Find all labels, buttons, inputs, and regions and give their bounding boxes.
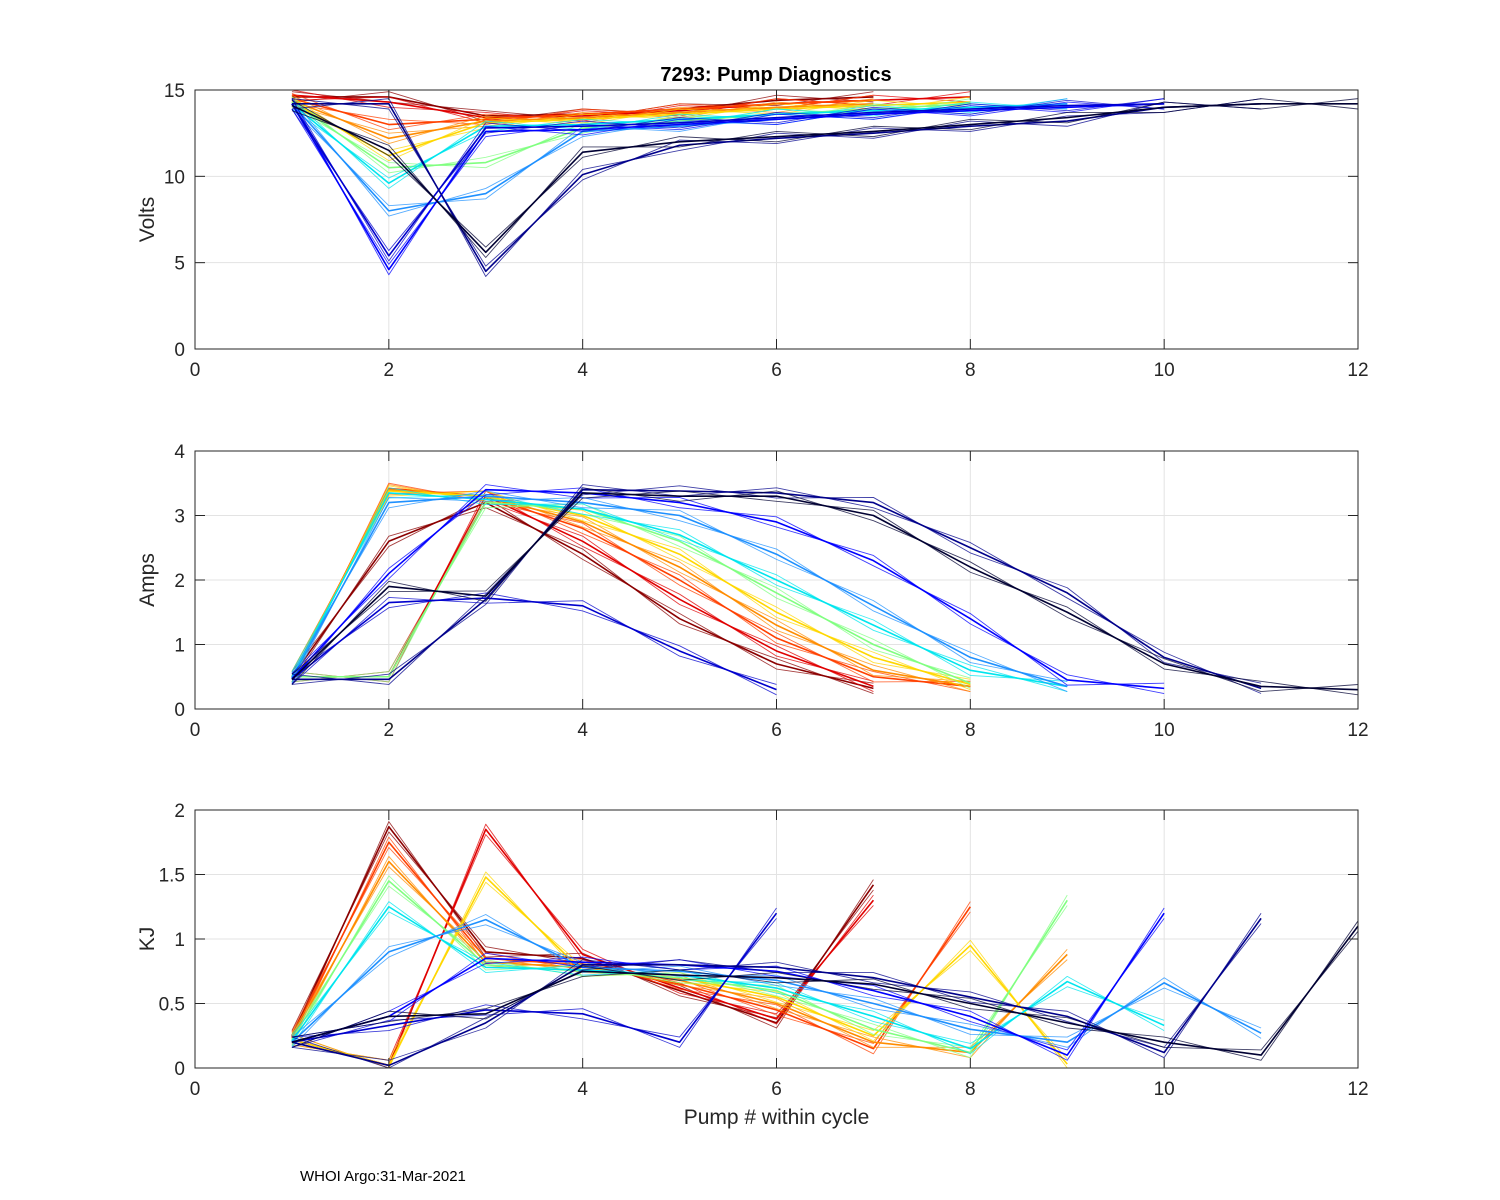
series-line-cycle-c [291,99,874,140]
series-line-cycle-b [291,482,971,683]
series-line-cycle-h [291,487,1165,686]
x-tick-label: 8 [965,720,976,741]
x-tick-label: 12 [1347,720,1368,741]
y-axis-label: Volts [136,197,159,243]
x-tick-label: 6 [771,360,782,381]
footer-credit: WHOI Argo:31-Mar-2021 [300,1168,466,1185]
y-tick-label: 5 [174,254,185,275]
chart-title: 7293: Pump Diagnostics [660,64,891,86]
y-tick-label: 10 [164,167,185,188]
series-line-cycle-i [291,98,1165,252]
y-tick-label: 2 [174,571,185,592]
series-line-cycle-e [291,875,1068,1048]
y-tick-label: 1 [174,636,185,657]
x-tick-label: 8 [965,360,976,381]
series-line-late-cycle [291,98,1359,258]
y-tick-label: 1.5 [159,866,185,887]
series-line-cycle-j [291,485,1262,685]
series-line-cycle-f [291,487,1068,693]
y-tick-label: 1 [174,930,185,951]
series-line-cycle-g [291,103,1068,207]
series-line-early-cycle [291,825,875,1037]
x-tick-label: 12 [1347,1079,1368,1100]
y-tick-label: 15 [164,81,185,102]
y-axis-label: KJ [136,927,159,952]
y-tick-label: 4 [174,442,185,463]
x-tick-label: 6 [771,1079,782,1100]
x-tick-label: 4 [577,1079,588,1100]
x-axis-label: Pump # within cycle [684,1106,870,1129]
y-tick-label: 2 [174,801,185,822]
y-tick-label: 0 [174,340,185,361]
series-line-cycle-h [291,907,1165,1061]
series-line-cycle-j [291,917,1262,1067]
series-line-cycle-c [291,855,1068,1048]
series-line-cycle-c [291,484,971,683]
series-line-cycle-j [291,484,1262,694]
y-tick-label: 0 [174,1059,185,1080]
series-line-cycle-d [291,485,971,683]
series-line-cycle-j [291,923,1262,1061]
kj-panel: 0 2 4 6 8 10 12 0 0.5 1 1.5 2 KJ Pump # within cycle [136,801,1369,1129]
series-line-cycle-f [291,901,1165,1047]
series-line-late-cycle [291,487,1359,693]
series-line-cycle-e [291,503,971,683]
x-tick-label: 10 [1154,1079,1175,1100]
series-line-cycle-c [291,101,874,134]
x-tick-label: 6 [771,720,782,741]
series-line-cycle-e [291,885,1068,1059]
series-line-cycle-g [291,918,1262,1043]
x-tick-label: 8 [965,1079,976,1100]
series-line-cycle-g [291,490,1068,682]
series-line-late-cycle [291,920,1359,1061]
series-line-cycle-j [291,488,1262,690]
volts-panel: 0 2 4 6 8 10 12 0 5 10 15 Volts [136,81,1369,381]
series-line-cycle-g [291,914,1262,1038]
series-line-cycle-i [291,907,777,1048]
x-tick-label: 0 [190,720,201,741]
series-line-early-cycle [291,496,874,684]
x-tick-label: 0 [190,360,201,381]
x-tick-label: 12 [1347,360,1368,381]
series-line-cycle-g [291,924,1262,1048]
series-line-cycle-f [291,493,1068,682]
x-tick-label: 0 [190,1079,201,1100]
series-line-cycle-g [291,495,1068,688]
y-tick-label: 0 [174,700,185,721]
x-tick-label: 2 [384,360,395,381]
y-tick-label: 0.5 [159,995,185,1016]
y-axis-label: Amps [136,553,159,607]
x-tick-label: 4 [577,720,588,741]
x-tick-label: 2 [384,1079,395,1100]
x-tick-label: 4 [577,360,588,381]
y-tick-label: 3 [174,507,185,528]
series-line-cycle-i [291,596,777,685]
series-line-early-cycle [291,507,874,694]
series-line-cycle-j [291,103,1262,273]
series-line-cycle-g [291,496,1068,693]
series-line-cycle-e [291,880,1068,1054]
series-line-early-cycle [291,831,874,1031]
x-tick-label: 10 [1154,720,1175,741]
series-line-cycle-f [291,492,1068,688]
x-tick-label: 2 [384,720,395,741]
x-tick-label: 10 [1154,360,1175,381]
series-line-early-cycle [291,501,874,690]
